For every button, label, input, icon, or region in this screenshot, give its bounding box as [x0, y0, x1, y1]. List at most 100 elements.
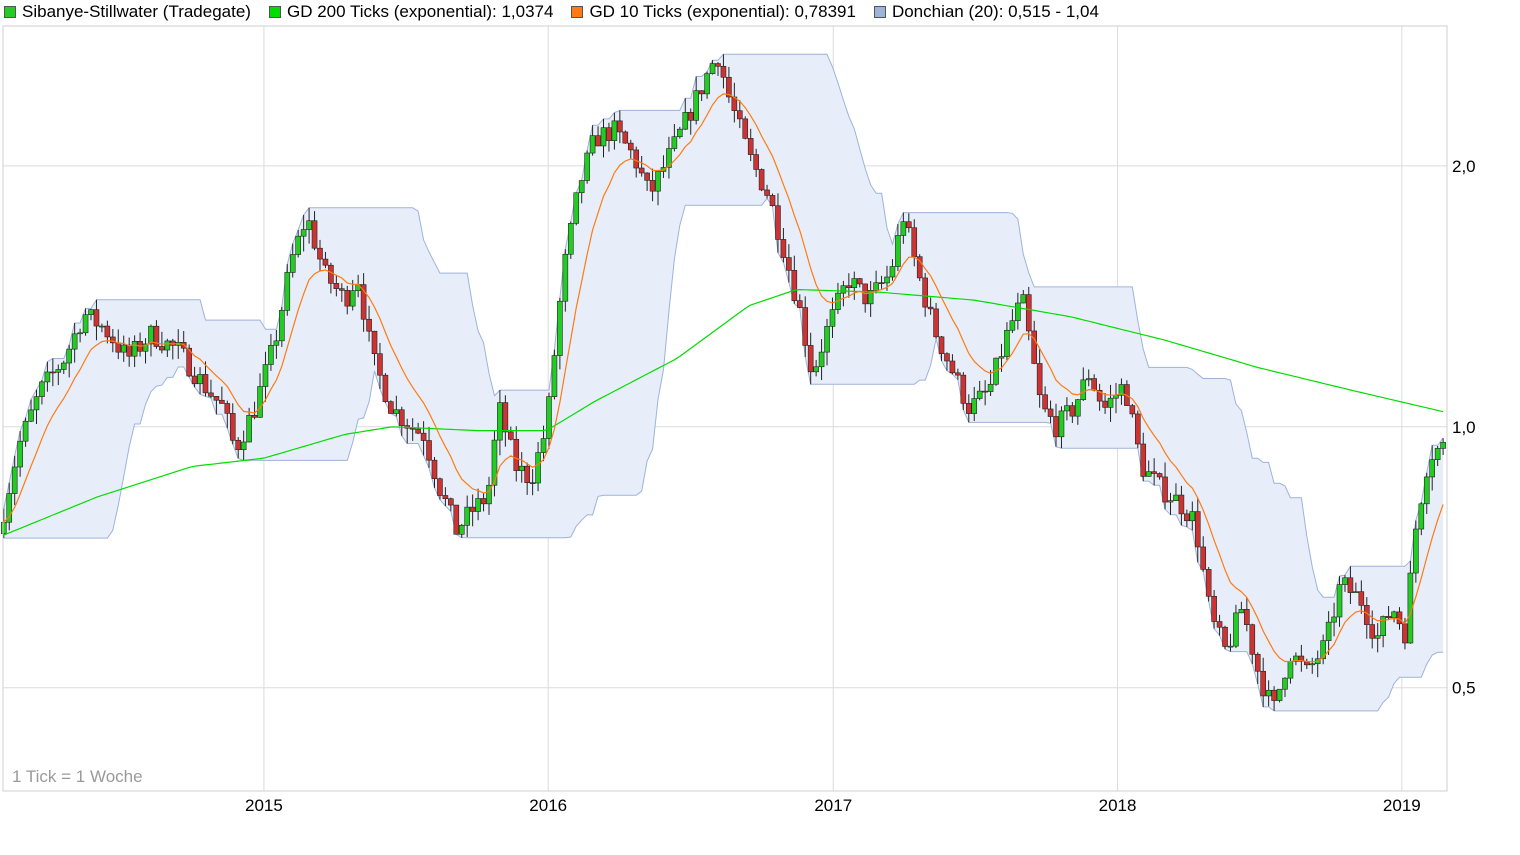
candle-body	[529, 482, 536, 484]
candle-body	[1396, 611, 1403, 625]
candle	[1249, 623, 1256, 664]
candle	[922, 272, 928, 317]
candle	[1205, 566, 1212, 602]
candle	[644, 172, 650, 191]
candle	[982, 380, 988, 406]
candle-body	[1298, 655, 1305, 662]
candle-body	[666, 148, 672, 168]
candle	[497, 390, 503, 456]
candle	[371, 330, 378, 366]
moving-averages	[3, 93, 1444, 663]
candle-body	[720, 65, 727, 78]
candle-body	[366, 318, 372, 332]
candle-body	[115, 342, 122, 353]
interval-note: 1 Tick = 1 Woche	[12, 767, 143, 786]
candle-body	[1009, 320, 1016, 331]
candle-body	[1374, 635, 1381, 639]
candle	[11, 455, 18, 506]
candle-body	[1080, 379, 1087, 400]
candle	[311, 211, 318, 251]
candle	[906, 213, 912, 233]
legend-swatch-ema200	[268, 6, 281, 18]
candle	[229, 403, 236, 445]
candle-body	[758, 169, 765, 191]
candle-body	[1353, 591, 1359, 593]
candle	[1156, 472, 1163, 480]
candle-body	[535, 452, 541, 484]
candle	[622, 130, 629, 144]
candle-body	[998, 356, 1005, 359]
candle-body	[420, 432, 427, 441]
candle	[976, 380, 983, 401]
candle	[573, 192, 580, 226]
candle	[17, 431, 23, 477]
candle	[235, 437, 242, 459]
candle	[273, 330, 280, 359]
candle-body	[11, 466, 18, 494]
candle-body	[142, 343, 149, 352]
candle-body	[955, 372, 961, 376]
y-tick-label: 0,5	[1452, 679, 1476, 698]
candle-body	[933, 308, 939, 338]
candle	[197, 367, 203, 395]
candle-body	[786, 257, 792, 271]
candle-body	[709, 63, 716, 75]
candle-body	[240, 441, 247, 451]
candle	[1020, 289, 1027, 304]
candle	[1042, 386, 1048, 413]
candle-body	[851, 278, 858, 289]
candle	[219, 386, 225, 404]
candle-body	[289, 254, 296, 273]
candle-body	[873, 282, 879, 291]
candle	[627, 139, 634, 159]
candle-body	[1173, 494, 1179, 501]
candle-body	[371, 330, 378, 355]
candle	[1096, 383, 1103, 411]
candle-body	[208, 392, 214, 397]
candle	[1069, 402, 1076, 423]
candle-body	[1347, 577, 1354, 593]
candle	[557, 297, 563, 370]
candle	[486, 476, 492, 515]
candle	[1260, 657, 1266, 707]
candle-body	[1025, 294, 1032, 332]
candle-body	[840, 285, 847, 294]
candle	[1374, 622, 1381, 653]
candle-body	[1015, 302, 1021, 321]
candle	[715, 62, 721, 76]
candle	[1004, 322, 1010, 361]
candle-body	[1276, 688, 1283, 701]
candle-body	[480, 498, 487, 505]
candle-body	[131, 340, 138, 357]
candle-body	[742, 118, 749, 139]
candle	[856, 277, 863, 288]
candle-body	[1391, 611, 1397, 619]
candle-body	[916, 256, 923, 279]
candle	[1325, 611, 1332, 656]
candle-body	[1358, 591, 1365, 606]
candle	[442, 487, 449, 507]
candle-body	[900, 221, 907, 236]
candle	[469, 494, 476, 527]
candle-body	[611, 120, 618, 141]
candle	[1058, 406, 1065, 449]
legend-label-price: Sibanye-Stillwater (Tradegate)	[22, 2, 251, 21]
candle	[736, 100, 743, 129]
candle	[1107, 384, 1114, 422]
candle	[1080, 367, 1087, 401]
candle-body	[617, 120, 623, 133]
candle-body	[93, 309, 100, 327]
candle-body	[1053, 416, 1059, 438]
candle-body	[1429, 459, 1436, 478]
candle-body	[55, 369, 62, 373]
candle-body	[458, 524, 465, 535]
x-tick-label: 2016	[529, 796, 567, 815]
candle-body	[464, 506, 470, 526]
candle-body	[518, 465, 525, 471]
candle-body	[677, 128, 683, 138]
candle	[916, 254, 923, 282]
candle-body	[1222, 626, 1228, 647]
donchian-fill	[3, 54, 1444, 711]
candle-body	[1118, 384, 1125, 396]
